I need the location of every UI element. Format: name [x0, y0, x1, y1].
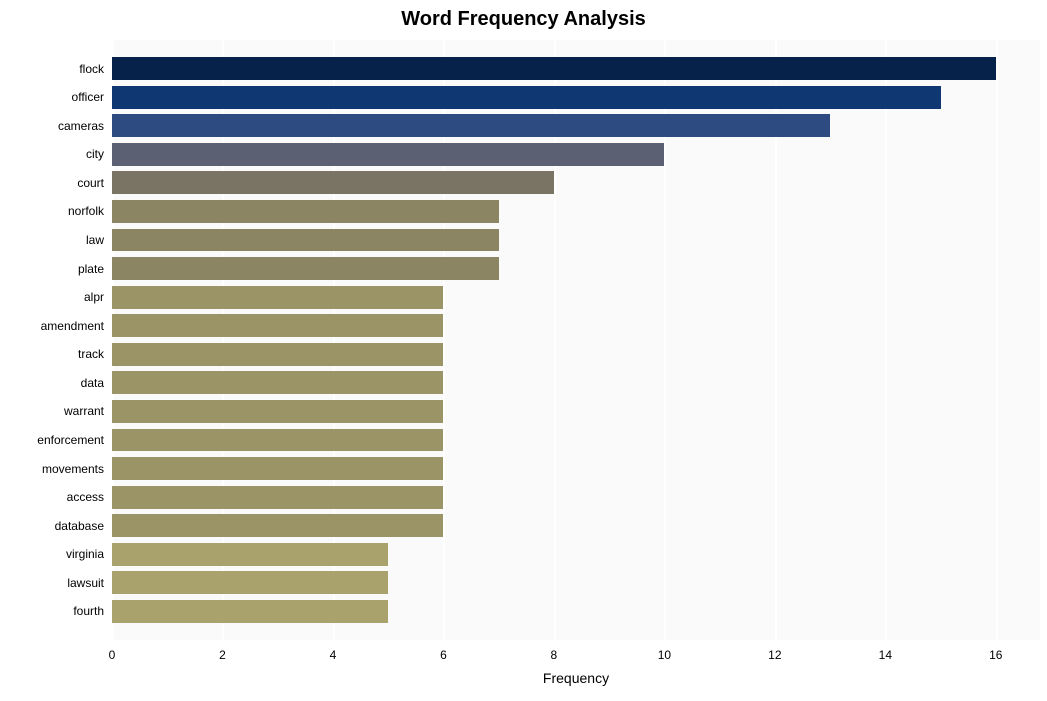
- y-tick-label: amendment: [4, 320, 104, 332]
- bar: [112, 371, 443, 394]
- bar: [112, 314, 443, 337]
- y-tick-label: law: [4, 234, 104, 246]
- y-tick-label: access: [4, 491, 104, 503]
- bar: [112, 114, 830, 137]
- bar: [112, 171, 554, 194]
- bar: [112, 200, 499, 223]
- y-tick-label: cameras: [4, 120, 104, 132]
- y-tick-label: alpr: [4, 291, 104, 303]
- y-tick-label: virginia: [4, 548, 104, 560]
- y-tick-label: track: [4, 348, 104, 360]
- x-tick-label: 16: [989, 648, 1002, 662]
- y-tick-label: lawsuit: [4, 577, 104, 589]
- bar: [112, 57, 996, 80]
- bar: [112, 343, 443, 366]
- y-tick-label: plate: [4, 263, 104, 275]
- x-tick-label: 6: [440, 648, 447, 662]
- x-tick-label: 2: [219, 648, 226, 662]
- bar: [112, 86, 941, 109]
- bar: [112, 600, 388, 623]
- bar: [112, 486, 443, 509]
- y-tick-label: flock: [4, 63, 104, 75]
- y-tick-label: officer: [4, 91, 104, 103]
- grid-line: [996, 40, 998, 640]
- y-tick-label: fourth: [4, 605, 104, 617]
- x-tick-label: 10: [658, 648, 671, 662]
- grid-line: [885, 40, 887, 640]
- bar: [112, 514, 443, 537]
- bar: [112, 571, 388, 594]
- x-tick-label: 8: [551, 648, 558, 662]
- bar: [112, 429, 443, 452]
- y-tick-label: database: [4, 520, 104, 532]
- plot-area: [112, 40, 1040, 640]
- y-tick-label: warrant: [4, 405, 104, 417]
- word-frequency-chart: Word Frequency Analysis Frequency flock o…: [0, 0, 1047, 701]
- bar: [112, 457, 443, 480]
- bar: [112, 286, 443, 309]
- bar: [112, 400, 443, 423]
- x-axis-title: Frequency: [112, 670, 1040, 686]
- bar: [112, 143, 664, 166]
- y-tick-label: data: [4, 377, 104, 389]
- bar: [112, 229, 499, 252]
- bar: [112, 257, 499, 280]
- bar: [112, 543, 388, 566]
- x-tick-label: 0: [109, 648, 116, 662]
- y-tick-label: norfolk: [4, 205, 104, 217]
- y-tick-label: court: [4, 177, 104, 189]
- x-tick-label: 4: [330, 648, 337, 662]
- y-tick-label: city: [4, 148, 104, 160]
- chart-title: Word Frequency Analysis: [0, 8, 1047, 31]
- y-tick-label: enforcement: [4, 434, 104, 446]
- y-tick-label: movements: [4, 463, 104, 475]
- x-tick-label: 12: [768, 648, 781, 662]
- x-tick-label: 14: [879, 648, 892, 662]
